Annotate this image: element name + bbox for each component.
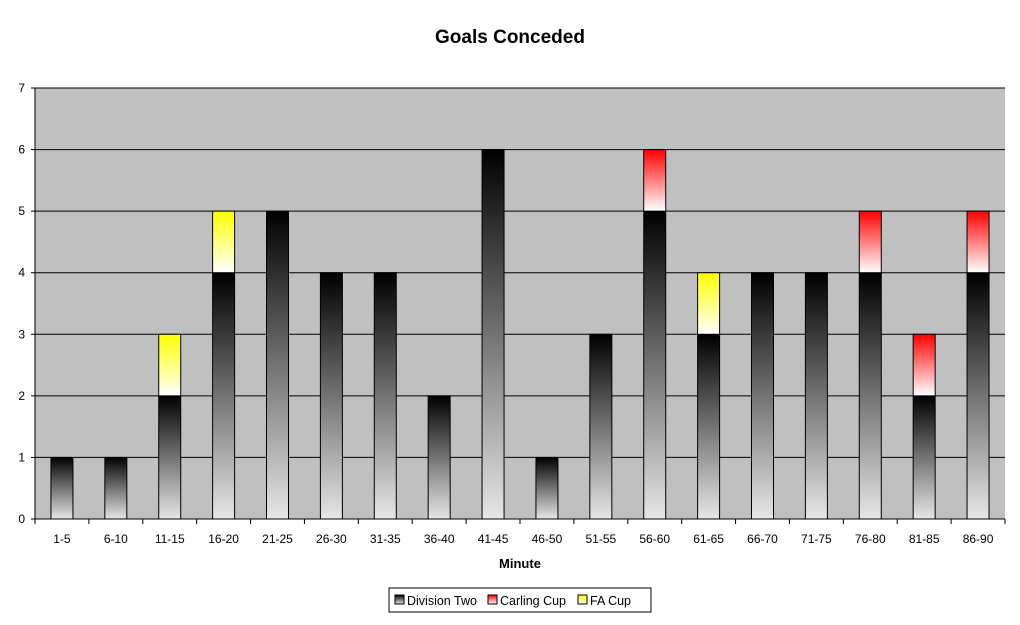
bar-carling-cup-56-60 [643,149,667,212]
legend-label: Carling Cup [500,594,566,608]
bar-division-two-51-55 [589,333,613,520]
x-tick-label: 21-25 [262,532,293,546]
x-tick-label: 76-80 [855,532,886,546]
legend-items: Division Two Carling Cup FA Cup [394,594,631,608]
x-tick-label: 81-85 [909,532,940,546]
x-tick-label: 61-65 [693,532,724,546]
x-tick-label: 26-30 [316,532,347,546]
bar-division-two-61-65 [697,333,721,520]
y-tick-label: 4 [18,266,25,280]
x-tick-label: 1-5 [53,532,71,546]
legend-box [388,587,652,613]
y-tick-label: 2 [18,389,25,403]
legend-label: Division Two [407,594,477,608]
bar-division-two-21-25 [266,210,289,520]
x-tick-labels: 1-5 6-10 11-15 16-20 21-25 26-30 31-35 36-40 41-… [53,532,993,546]
bar-division-two-46-50 [535,456,559,520]
bar-division-two-81-85 [912,395,936,520]
x-tick-label: 56-60 [639,532,670,546]
legend: Division Two Carling Cup FA Cup [388,587,652,613]
bar-division-two-66-70 [751,272,774,520]
bar-division-two-71-75 [804,272,828,520]
legend-label: FA Cup [590,594,631,608]
x-tick-label: 41-45 [478,532,509,546]
legend-swatch [487,594,498,605]
bar-division-two-41-45 [481,149,505,520]
bar-carling-cup-76-80 [858,210,882,274]
y-tick-label: 0 [18,512,25,526]
x-tick-label: 6-10 [104,532,128,546]
bar-division-two-1-5 [50,456,74,520]
gridlines [35,87,1005,458]
bars [50,149,990,520]
bar-division-two-16-20 [212,272,236,520]
bar-division-two-36-40 [427,395,451,520]
plot-area [35,88,1005,519]
y-tick-label: 7 [18,81,25,95]
x-tick-label: 36-40 [424,532,455,546]
x-tick-label: 31-35 [370,532,401,546]
chart-title: Goals Conceded [435,27,585,48]
x-tick-label: 46-50 [532,532,563,546]
y-tick-label: 6 [18,143,25,157]
y-tick-label: 5 [18,204,25,218]
x-tick-label: 66-70 [747,532,778,546]
bar-division-two-56-60 [643,210,667,520]
legend-swatch [394,594,405,605]
bar-fa-cup-61-65 [697,272,721,335]
x-tick-label: 71-75 [801,532,832,546]
bar-division-two-76-80 [858,272,882,520]
x-tick-label: 16-20 [208,532,239,546]
bar-carling-cup-81-85 [912,333,936,397]
legend-swatch [577,594,588,605]
x-tick-label: 51-55 [585,532,616,546]
bar-fa-cup-11-15 [158,333,182,397]
bar-division-two-26-30 [319,272,343,520]
axes [31,87,1006,524]
x-tick-label: 11-15 [155,532,185,546]
bar-carling-cup-86-90 [966,210,990,274]
bar-division-two-86-90 [966,272,990,520]
bar-division-two-11-15 [158,395,182,520]
x-tick-label: 86-90 [963,532,994,546]
y-tick-label: 3 [18,327,25,341]
bar-division-two-6-10 [104,456,128,520]
x-axis-label: Minute [499,556,541,571]
bar-fa-cup-16-20 [212,210,236,274]
y-tick-labels: 0 1 2 3 4 5 6 7 [18,81,25,526]
bar-division-two-31-35 [373,272,397,520]
y-tick-label: 1 [18,450,25,464]
